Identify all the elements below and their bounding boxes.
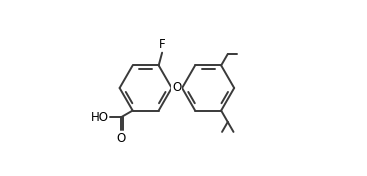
Text: HO: HO xyxy=(91,111,109,124)
Text: O: O xyxy=(117,132,126,145)
Text: F: F xyxy=(159,38,166,51)
Text: O: O xyxy=(172,81,182,94)
